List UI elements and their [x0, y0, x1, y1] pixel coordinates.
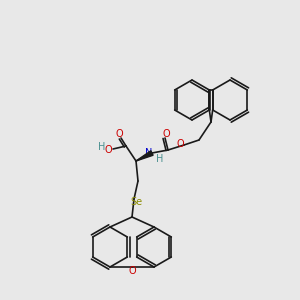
Polygon shape [136, 151, 153, 161]
Text: H: H [156, 154, 164, 164]
Text: Se: Se [130, 197, 142, 207]
Text: N: N [145, 148, 153, 158]
Text: H: H [98, 142, 106, 152]
Text: O: O [128, 266, 136, 276]
Text: O: O [104, 145, 112, 155]
Text: O: O [162, 129, 170, 139]
Text: O: O [176, 139, 184, 149]
Text: O: O [115, 129, 123, 139]
